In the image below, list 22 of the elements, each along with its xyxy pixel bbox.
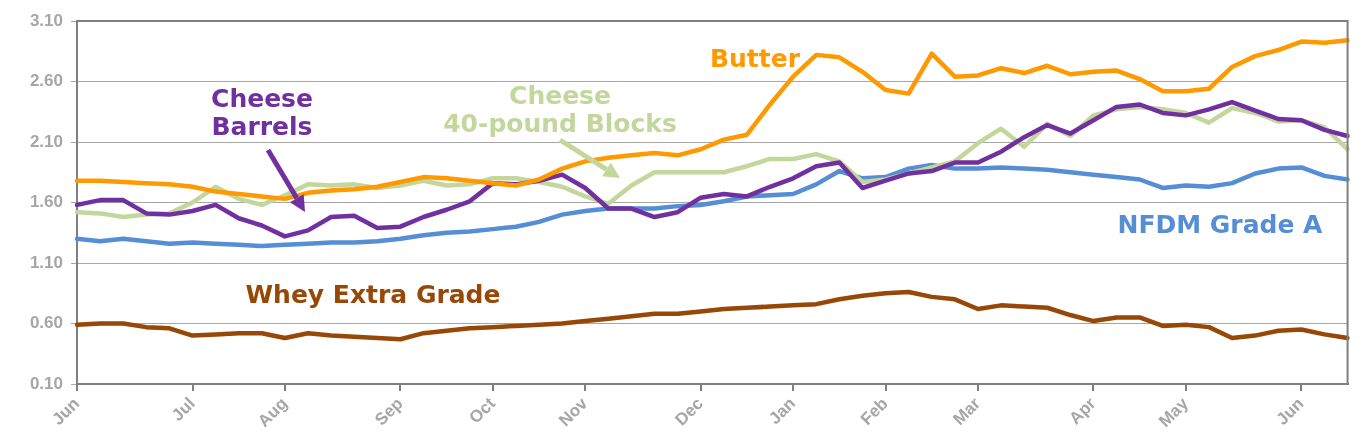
x-tick-label: Apr xyxy=(1065,393,1100,429)
series-label: Whey Extra Grade xyxy=(245,279,501,309)
y-tick-label: 0.60 xyxy=(29,313,63,333)
series-label: Butter xyxy=(709,43,801,73)
y-tick-label: 1.60 xyxy=(29,192,63,212)
text: Cheese Barrels xyxy=(211,83,313,141)
y-tick-label: 2.10 xyxy=(29,131,63,151)
x-tick-label: Dec xyxy=(671,393,707,430)
x-tick-label: Jun xyxy=(1272,393,1308,429)
x-tick-label: Jan xyxy=(765,393,800,429)
y-tick-label: 2.60 xyxy=(29,71,63,91)
x-tick-label: Oct xyxy=(465,393,500,428)
x-tick-label: Jun xyxy=(48,393,84,429)
series-label: Cheese 40-pound Blocks xyxy=(443,80,677,138)
y-tick-label: 1.10 xyxy=(29,252,63,272)
y-tick-label: 3.10 xyxy=(29,10,63,30)
y-tick-label: 0.10 xyxy=(29,373,63,393)
x-tick-label: Sep xyxy=(371,393,407,430)
series-label: NFDM Grade A xyxy=(1117,209,1324,239)
x-tick-label: Mar xyxy=(949,393,985,429)
x-tick-label: Jul xyxy=(167,393,199,425)
x-tick-label: Feb xyxy=(856,393,892,429)
